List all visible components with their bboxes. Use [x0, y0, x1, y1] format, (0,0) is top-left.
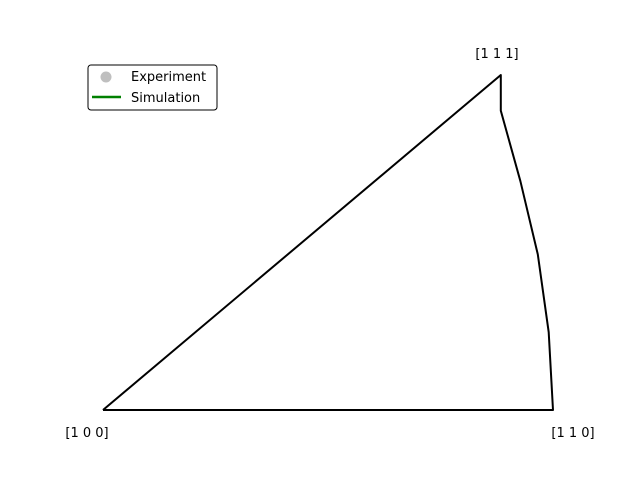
corner-label-111: [1 1 1] [475, 47, 518, 62]
corner-label-100: [1 0 0] [65, 426, 108, 441]
legend: Experiment Simulation [87, 64, 218, 111]
corner-label-110: [1 1 0] [551, 426, 594, 441]
legend-experiment-marker [100, 71, 112, 83]
stereographic-triangle-outline [102, 74, 554, 411]
legend-experiment-label: Experiment [131, 70, 206, 85]
legend-frame [87, 64, 218, 111]
legend-simulation-label: Simulation [131, 91, 200, 106]
